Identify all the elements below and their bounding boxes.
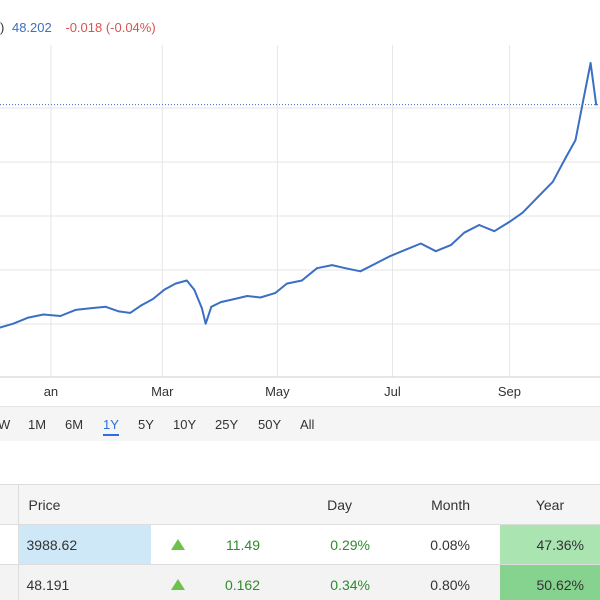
header-change: -0.018 (-0.04%) (65, 20, 156, 35)
month-cell: 0.08% (376, 524, 500, 565)
price-cell: 48.191 (18, 564, 151, 600)
price-point (478, 224, 481, 226)
price-point (42, 313, 45, 316)
range-button-6m[interactable]: 6M (65, 417, 84, 432)
x-tick-label: an (44, 384, 58, 399)
price-point (536, 196, 539, 199)
price-cell: 3988.62 (18, 524, 151, 565)
price-point (12, 322, 15, 325)
up-triangle-icon (170, 578, 185, 590)
quote-header: ) 48.202 -0.018 (-0.04%) (0, 20, 166, 38)
price-point (331, 264, 333, 266)
price-point (174, 282, 177, 285)
price-point (551, 180, 554, 183)
header-month-col: Month (376, 484, 500, 525)
header-price-col: Price (18, 484, 151, 525)
price-point (493, 230, 496, 233)
month-cell: 0.80% (376, 564, 500, 600)
price-chart[interactable]: an Mar May Jul Sep (0, 45, 600, 405)
price-point (419, 242, 422, 245)
range-selector: W 1M 6M 1Y 5Y 10Y 25Y 50Y All (0, 406, 600, 441)
price-point (185, 279, 188, 282)
price-point (595, 103, 598, 106)
chart-line-layer (0, 62, 598, 329)
range-button-1m[interactable]: 1M (28, 417, 47, 432)
price-point (27, 316, 30, 319)
x-axis-labels: an Mar May Jul Sep (44, 384, 521, 399)
price-point (74, 309, 77, 311)
price-point (301, 279, 303, 282)
x-tick-label: Sep (498, 384, 521, 399)
price-series-line (0, 62, 598, 329)
price-point (589, 62, 592, 64)
price-point (204, 322, 207, 325)
change-cell: 0.162 (204, 564, 266, 600)
price-point (582, 100, 584, 103)
header-spacer (0, 484, 19, 525)
price-point (508, 221, 511, 223)
range-button-w[interactable]: W (0, 417, 11, 432)
range-button-5y[interactable]: 5Y (138, 417, 154, 432)
price-point (574, 139, 577, 141)
price-point (129, 312, 132, 314)
range-button-1y[interactable]: 1Y (103, 417, 119, 436)
price-point (434, 250, 437, 253)
price-point (151, 298, 154, 300)
row-spacer (0, 524, 19, 565)
range-button-50y[interactable]: 50Y (258, 417, 282, 432)
price-point (246, 295, 249, 297)
price-point (219, 301, 222, 303)
header-price: 48.202 (11, 20, 52, 35)
x-tick-label: May (265, 384, 290, 399)
price-point (450, 244, 452, 247)
price-point (163, 288, 166, 291)
day-pct-cell: 0.29% (266, 524, 376, 565)
year-cell: 47.36% (500, 524, 600, 565)
day-pct-cell: 0.34% (266, 564, 376, 600)
price-point (374, 262, 377, 265)
header-paren: ) (0, 20, 5, 35)
price-point (463, 231, 466, 234)
price-point (140, 304, 143, 307)
performance-table: Price Day Month Year 3988.62 11.49 0.29%… (0, 484, 600, 600)
price-point (89, 307, 92, 310)
range-button-10y[interactable]: 10Y (173, 417, 197, 432)
chart-grid (0, 45, 600, 378)
header-year-col: Year (500, 484, 600, 525)
range-button-25y[interactable]: 25Y (215, 417, 239, 432)
price-point (274, 292, 277, 294)
price-point (118, 310, 120, 313)
table-row[interactable]: 48.191 0.162 0.34% 0.80% 50.62% (0, 564, 600, 600)
up-arrow-cell (151, 564, 204, 600)
price-point (344, 267, 347, 270)
header-day-col: Day (266, 484, 376, 525)
up-arrow-cell (151, 524, 204, 565)
price-point (104, 305, 107, 308)
price-point (201, 307, 203, 310)
price-point (316, 267, 318, 270)
range-button-all[interactable]: All (300, 417, 315, 432)
x-tick-label: Mar (151, 384, 174, 399)
table-header-row: Price Day Month Year (0, 484, 600, 525)
price-point (233, 298, 235, 300)
price-point (404, 248, 407, 251)
price-point (285, 282, 288, 285)
row-spacer (0, 564, 19, 600)
up-triangle-icon (170, 538, 185, 550)
price-point (0, 326, 1, 329)
price-point (59, 315, 62, 317)
price-point (565, 156, 567, 158)
header-arrow-col (151, 484, 204, 525)
price-point (259, 296, 262, 299)
x-tick-label: Jul (384, 384, 401, 399)
change-cell: 11.49 (204, 524, 266, 565)
table-row[interactable]: 3988.62 11.49 0.29% 0.08% 47.36% (0, 524, 600, 565)
price-point (210, 305, 213, 308)
year-cell: 50.62% (500, 564, 600, 600)
price-point (389, 255, 392, 257)
header-change-col (204, 484, 266, 525)
price-point (359, 270, 362, 273)
price-point (521, 211, 524, 214)
price-point (193, 288, 196, 291)
